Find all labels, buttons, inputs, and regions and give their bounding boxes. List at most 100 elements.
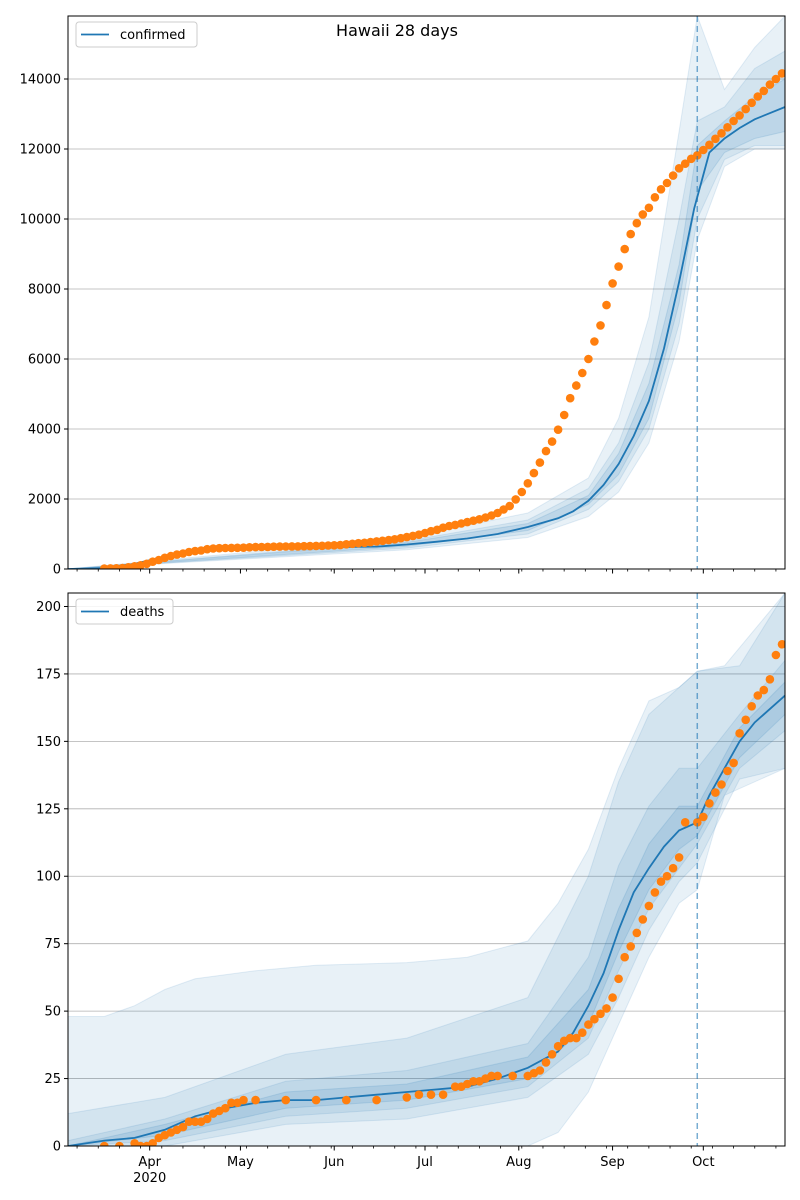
observed-point (529, 468, 539, 478)
observed-point (705, 799, 714, 808)
observed-point (717, 780, 726, 789)
deaths-chart: 0 25 50 75 100 125 150 175 200 Apr May Jun Jul Aug Sep… (36, 592, 786, 1186)
x-year-label: 2020 (133, 1171, 166, 1186)
observed-point (668, 863, 678, 873)
x-tick-label: May (227, 1155, 254, 1170)
observed-point (190, 1117, 200, 1126)
observed-point (541, 446, 551, 456)
observed-point (523, 479, 533, 488)
plot-area (68, 593, 785, 1146)
observed-point (233, 543, 242, 553)
observed-point (620, 244, 629, 254)
observed-point (541, 1058, 551, 1067)
observed-point (614, 262, 623, 271)
observed-point (511, 495, 520, 504)
observed-point (759, 86, 769, 96)
observed-point (596, 1009, 605, 1019)
observed-point (342, 1095, 351, 1105)
y-tick-label: 125 (36, 802, 61, 817)
observed-point (711, 134, 720, 144)
observed-point (584, 1020, 593, 1029)
observed-point (299, 541, 309, 551)
x-tick-label: Sep (600, 1155, 625, 1170)
observed-point (662, 871, 672, 881)
observed-point (317, 541, 327, 551)
observed-point (535, 1066, 545, 1075)
observed-point (771, 74, 781, 84)
y-tick-label: 6000 (28, 353, 61, 368)
observed-point (693, 818, 702, 827)
observed-point (469, 1077, 478, 1086)
observed-point (572, 381, 581, 390)
observed-point (608, 993, 617, 1002)
observed-point (632, 218, 642, 228)
observed-point (221, 543, 230, 553)
observed-point (650, 888, 660, 897)
observed-point (753, 92, 763, 101)
x-tick-label: Apr (138, 1155, 161, 1170)
observed-point (608, 279, 617, 288)
observed-point (553, 425, 563, 435)
axes-frame (67, 15, 786, 570)
y-tick-label: 12000 (20, 143, 61, 158)
observed-point (771, 650, 781, 660)
y-tick-label: 175 (36, 667, 61, 682)
observed-point (717, 129, 726, 138)
observed-point (572, 1033, 581, 1043)
observed-point (281, 1095, 291, 1105)
plot-area (68, 16, 785, 569)
observed-point (644, 203, 654, 213)
observed-point (517, 487, 527, 497)
observed-point (208, 544, 218, 553)
observed-point (100, 1141, 109, 1146)
observed-point (741, 715, 750, 725)
observed-point (269, 542, 279, 551)
observed-point (487, 1071, 496, 1081)
legend-label: confirmed (120, 28, 186, 43)
observed-point (227, 543, 236, 553)
observed-point (596, 321, 605, 330)
observed-point (221, 1103, 230, 1113)
y-tick-label: 10000 (20, 213, 61, 228)
legend-box (75, 21, 198, 48)
observed-point (245, 543, 254, 552)
y-tick-label: 14000 (20, 73, 61, 88)
observed-point (723, 766, 732, 776)
observed-point (626, 229, 635, 239)
observed-point (747, 98, 756, 108)
y-tick-label: 150 (36, 735, 61, 750)
observed-point (674, 853, 684, 862)
observed-point (565, 393, 575, 403)
observed-point (584, 354, 593, 364)
observed-point (329, 541, 339, 550)
y-tick-label: 0 (53, 1140, 61, 1155)
observed-point (668, 171, 678, 180)
observed-point (178, 1122, 188, 1132)
x-tick-label: Aug (506, 1155, 531, 1170)
observed-point (311, 541, 321, 551)
observed-point (590, 1014, 599, 1024)
observed-point (777, 69, 785, 78)
y-tick-label: 200 (36, 600, 61, 615)
observed-point (602, 300, 611, 310)
y-tick-label: 50 (44, 1005, 61, 1020)
observed-point (626, 942, 635, 951)
observed-point (699, 145, 708, 155)
observed-point (680, 159, 690, 168)
y-tick-label: 4000 (28, 423, 61, 438)
observed-point (535, 458, 545, 467)
observed-point (227, 1098, 236, 1108)
observed-point (753, 691, 763, 700)
observed-point (565, 1033, 575, 1043)
observed-point (578, 368, 587, 378)
y-tick-label: 8000 (28, 283, 61, 298)
observed-point (729, 758, 738, 768)
observed-point (553, 1041, 563, 1051)
y-tick-label: 0 (53, 563, 61, 578)
observed-point (693, 151, 702, 160)
observed-point (650, 193, 660, 202)
observed-point (323, 541, 333, 550)
observed-point (493, 1071, 502, 1081)
observed-point (729, 116, 738, 126)
